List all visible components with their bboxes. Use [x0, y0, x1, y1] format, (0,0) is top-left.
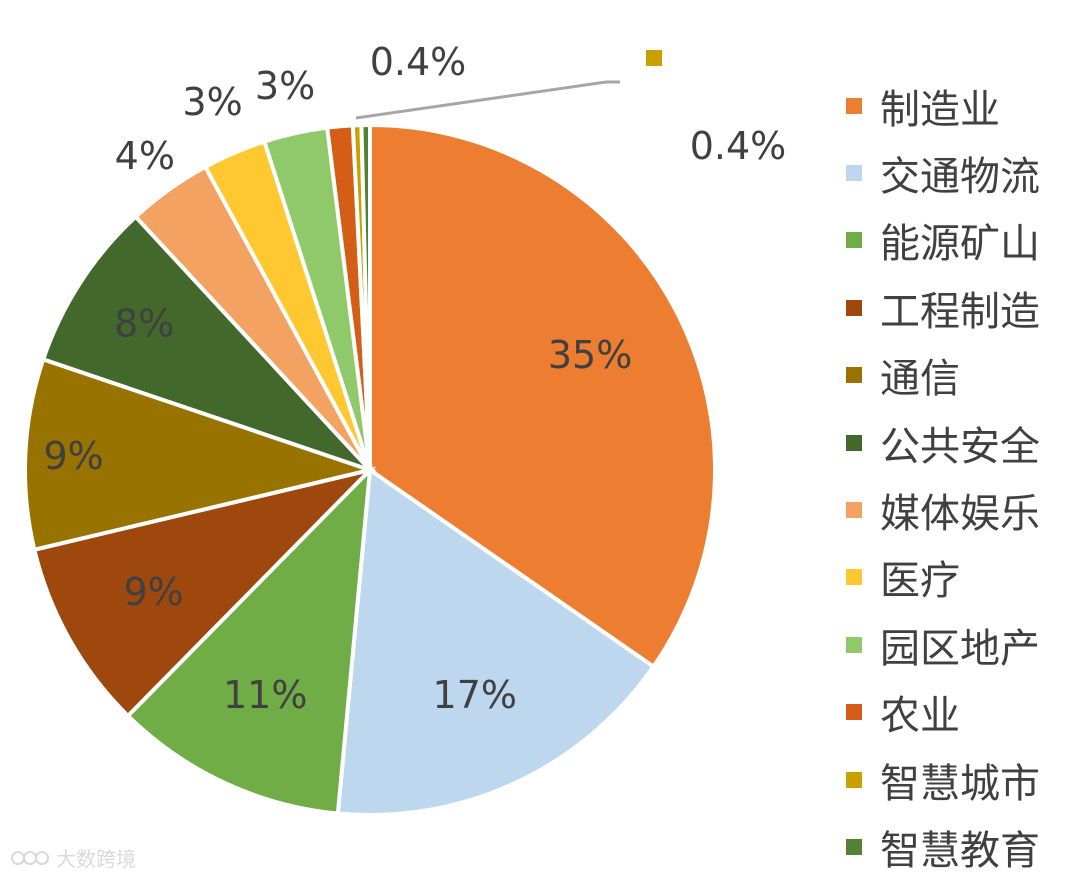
slice-label-11: 0.4% [370, 40, 467, 84]
pie-slice-6 [40, 213, 372, 472]
pie-slice-5 [23, 356, 378, 553]
legend-item-10: 农业 [846, 679, 1076, 746]
legend-swatch [846, 165, 862, 182]
legend-swatch [846, 569, 862, 586]
legend-label: 交通物流 [880, 154, 1040, 201]
watermark: 大数跨境 [10, 843, 136, 872]
watermark-logo-icon [11, 850, 49, 865]
pie-labels: 35%17%11%9%9%8%4%3% 3%0.4%0.4% [43, 40, 786, 717]
legend-label: 媒体娱乐 [880, 491, 1040, 538]
slice-label-7: 4% [115, 134, 175, 178]
legend-swatch [846, 771, 862, 788]
slice-label-5: 9% [43, 434, 103, 478]
legend-item-5: 通信 [846, 342, 1076, 409]
legend-swatch [846, 299, 862, 316]
legend-swatch [846, 97, 862, 114]
leader-line [355, 80, 620, 120]
pie-slice-1 [368, 122, 717, 670]
legend-swatch [846, 434, 862, 451]
pie-slice-12 [359, 122, 372, 471]
legend-item-3: 能源矿山 [846, 207, 1076, 274]
legend-label: 公共安全 [880, 423, 1040, 470]
legend-label: 智慧教育 [880, 827, 1040, 874]
legend-swatch [846, 367, 862, 384]
legend-swatch [846, 838, 862, 855]
legend-item-6: 公共安全 [846, 409, 1076, 476]
legend-swatch [846, 704, 862, 721]
slice-label-2: 17% [433, 673, 517, 717]
slice-label-4: 9% [123, 570, 183, 614]
pie-slice-2 [335, 466, 657, 817]
legend-item-7: 媒体娱乐 [846, 476, 1076, 543]
legend-item-2: 交通物流 [846, 139, 1076, 206]
pie-slice-3 [125, 464, 373, 816]
pie-slices [23, 122, 717, 817]
legend-item-1: 制造业 [846, 72, 1076, 139]
legend-swatch [846, 502, 862, 519]
slice-label-6: 8% [114, 302, 174, 346]
slice-label-9: 3% [255, 64, 315, 108]
slice-label-8: 3% [182, 80, 242, 124]
legend-label: 能源矿山 [880, 221, 1040, 268]
slice-label-3: 11% [223, 673, 307, 717]
legend-item-9: 园区地产 [846, 611, 1076, 678]
legend-label: 园区地产 [880, 625, 1040, 672]
legend-swatch [846, 636, 862, 653]
legend-label: 工程制造 [880, 288, 1040, 335]
legend-item-8: 医疗 [846, 544, 1076, 611]
legend-label: 制造业 [880, 86, 1000, 133]
legend-item-12: 智慧教育 [846, 813, 1076, 880]
legend-label: 通信 [880, 356, 960, 403]
legend-label: 农业 [880, 693, 960, 740]
legend-label: 智慧城市 [880, 760, 1040, 807]
watermark-text: 大数跨境 [56, 847, 136, 871]
legend-item-4: 工程制造 [846, 274, 1076, 341]
legend-label: 医疗 [880, 558, 960, 605]
leader-marker [646, 50, 662, 66]
slice-label-1: 35% [548, 333, 632, 377]
legend-item-11: 智慧城市 [846, 746, 1076, 813]
legend-swatch [846, 232, 862, 249]
chart-legend: 制造业交通物流能源矿山工程制造通信公共安全媒体娱乐医疗园区地产农业智慧城市智慧教… [846, 72, 1076, 880]
slice-label-12: 0.4% [690, 124, 787, 168]
